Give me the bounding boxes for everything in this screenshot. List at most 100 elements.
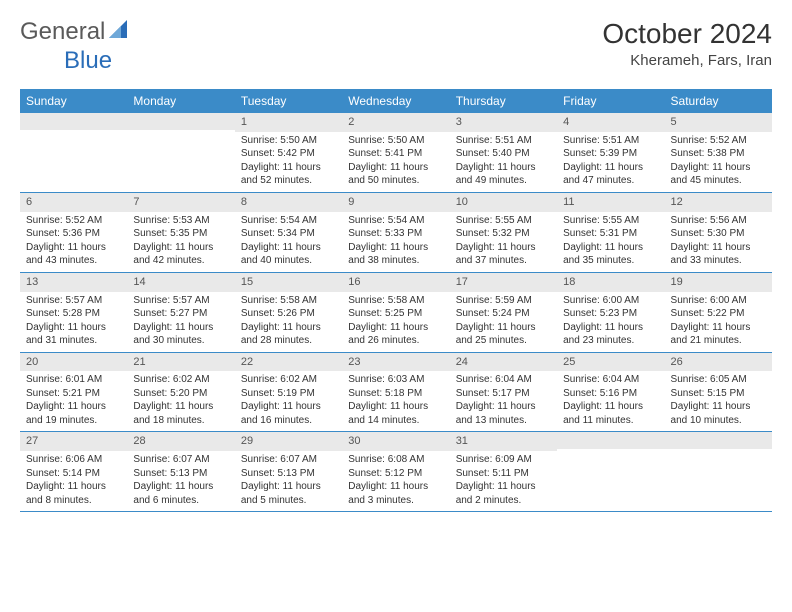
day-number: 17	[450, 273, 557, 292]
day-line: Daylight: 11 hours	[671, 161, 766, 175]
day-line: Daylight: 11 hours	[456, 480, 551, 494]
day-line: Sunrise: 6:04 AM	[563, 373, 658, 387]
day-line: and 14 minutes.	[348, 414, 443, 428]
calendar-day: 14Sunrise: 5:57 AMSunset: 5:27 PMDayligh…	[127, 273, 234, 352]
logo-text-b: Blue	[64, 47, 112, 75]
day-content: Sunrise: 5:54 AMSunset: 5:33 PMDaylight:…	[342, 212, 449, 272]
day-line: Daylight: 11 hours	[671, 321, 766, 335]
day-line: Sunset: 5:42 PM	[241, 147, 336, 161]
day-line: and 6 minutes.	[133, 494, 228, 508]
day-line: Sunrise: 6:09 AM	[456, 453, 551, 467]
day-line: Daylight: 11 hours	[133, 241, 228, 255]
day-number: 12	[665, 193, 772, 212]
day-content: Sunrise: 5:58 AMSunset: 5:25 PMDaylight:…	[342, 292, 449, 352]
day-line: Sunrise: 5:55 AM	[563, 214, 658, 228]
day-line: Daylight: 11 hours	[348, 480, 443, 494]
day-number: 3	[450, 113, 557, 132]
day-line: Daylight: 11 hours	[26, 480, 121, 494]
day-line: Sunset: 5:34 PM	[241, 227, 336, 241]
day-line: Sunset: 5:27 PM	[133, 307, 228, 321]
calendar-day: 19Sunrise: 6:00 AMSunset: 5:22 PMDayligh…	[665, 273, 772, 352]
day-line: and 16 minutes.	[241, 414, 336, 428]
day-line: Sunrise: 5:58 AM	[348, 294, 443, 308]
day-content: Sunrise: 5:55 AMSunset: 5:31 PMDaylight:…	[557, 212, 664, 272]
calendar-day: 3Sunrise: 5:51 AMSunset: 5:40 PMDaylight…	[450, 113, 557, 192]
day-line: Sunrise: 5:57 AM	[26, 294, 121, 308]
day-line: Sunset: 5:35 PM	[133, 227, 228, 241]
day-line: Sunset: 5:21 PM	[26, 387, 121, 401]
day-content: Sunrise: 5:53 AMSunset: 5:35 PMDaylight:…	[127, 212, 234, 272]
weekday-label: Saturday	[665, 89, 772, 113]
calendar-week: 13Sunrise: 5:57 AMSunset: 5:28 PMDayligh…	[20, 273, 772, 353]
day-line: and 40 minutes.	[241, 254, 336, 268]
day-number: 4	[557, 113, 664, 132]
day-number: 28	[127, 432, 234, 451]
calendar-day: 13Sunrise: 5:57 AMSunset: 5:28 PMDayligh…	[20, 273, 127, 352]
day-line: Sunset: 5:32 PM	[456, 227, 551, 241]
day-content: Sunrise: 5:59 AMSunset: 5:24 PMDaylight:…	[450, 292, 557, 352]
day-content: Sunrise: 6:07 AMSunset: 5:13 PMDaylight:…	[235, 451, 342, 511]
day-line: Sunset: 5:20 PM	[133, 387, 228, 401]
calendar-week: 20Sunrise: 6:01 AMSunset: 5:21 PMDayligh…	[20, 353, 772, 433]
day-content: Sunrise: 5:52 AMSunset: 5:38 PMDaylight:…	[665, 132, 772, 192]
day-content: Sunrise: 5:57 AMSunset: 5:28 PMDaylight:…	[20, 292, 127, 352]
day-line: Daylight: 11 hours	[241, 480, 336, 494]
day-line: Sunrise: 5:54 AM	[241, 214, 336, 228]
month-title: October 2024	[602, 18, 772, 50]
day-number: 1	[235, 113, 342, 132]
day-line: and 33 minutes.	[671, 254, 766, 268]
day-line: Daylight: 11 hours	[241, 161, 336, 175]
day-line: and 28 minutes.	[241, 334, 336, 348]
day-content: Sunrise: 5:54 AMSunset: 5:34 PMDaylight:…	[235, 212, 342, 272]
day-number: 20	[20, 353, 127, 372]
calendar-day: 21Sunrise: 6:02 AMSunset: 5:20 PMDayligh…	[127, 353, 234, 432]
day-line: Sunrise: 6:07 AM	[133, 453, 228, 467]
calendar-day: 24Sunrise: 6:04 AMSunset: 5:17 PMDayligh…	[450, 353, 557, 432]
calendar-day: 25Sunrise: 6:04 AMSunset: 5:16 PMDayligh…	[557, 353, 664, 432]
day-line: Daylight: 11 hours	[563, 161, 658, 175]
day-line: Sunrise: 5:52 AM	[671, 134, 766, 148]
day-line: Sunset: 5:28 PM	[26, 307, 121, 321]
calendar-week: 6Sunrise: 5:52 AMSunset: 5:36 PMDaylight…	[20, 193, 772, 273]
day-line: Daylight: 11 hours	[26, 241, 121, 255]
calendar-day	[665, 432, 772, 511]
day-number: 26	[665, 353, 772, 372]
day-line: Sunset: 5:13 PM	[133, 467, 228, 481]
calendar-week: 1Sunrise: 5:50 AMSunset: 5:42 PMDaylight…	[20, 113, 772, 193]
day-line: Sunset: 5:38 PM	[671, 147, 766, 161]
day-content: Sunrise: 5:50 AMSunset: 5:41 PMDaylight:…	[342, 132, 449, 192]
day-line: and 37 minutes.	[456, 254, 551, 268]
day-number: 5	[665, 113, 772, 132]
day-line: and 23 minutes.	[563, 334, 658, 348]
day-line: and 43 minutes.	[26, 254, 121, 268]
day-line: Sunrise: 5:57 AM	[133, 294, 228, 308]
day-line: Sunrise: 6:03 AM	[348, 373, 443, 387]
day-content: Sunrise: 6:00 AMSunset: 5:22 PMDaylight:…	[665, 292, 772, 352]
weekday-label: Wednesday	[342, 89, 449, 113]
day-line: Daylight: 11 hours	[348, 161, 443, 175]
day-line: Sunrise: 6:02 AM	[241, 373, 336, 387]
calendar-day: 28Sunrise: 6:07 AMSunset: 5:13 PMDayligh…	[127, 432, 234, 511]
calendar-day: 29Sunrise: 6:07 AMSunset: 5:13 PMDayligh…	[235, 432, 342, 511]
day-line: and 45 minutes.	[671, 174, 766, 188]
day-content: Sunrise: 5:57 AMSunset: 5:27 PMDaylight:…	[127, 292, 234, 352]
day-content: Sunrise: 6:08 AMSunset: 5:12 PMDaylight:…	[342, 451, 449, 511]
day-number: 31	[450, 432, 557, 451]
day-content: Sunrise: 5:50 AMSunset: 5:42 PMDaylight:…	[235, 132, 342, 192]
day-line: Sunrise: 6:01 AM	[26, 373, 121, 387]
calendar-day: 11Sunrise: 5:55 AMSunset: 5:31 PMDayligh…	[557, 193, 664, 272]
day-line: Daylight: 11 hours	[26, 400, 121, 414]
day-line: Sunrise: 6:00 AM	[563, 294, 658, 308]
day-content: Sunrise: 6:06 AMSunset: 5:14 PMDaylight:…	[20, 451, 127, 511]
day-line: Sunset: 5:40 PM	[456, 147, 551, 161]
day-line: and 19 minutes.	[26, 414, 121, 428]
day-line: Sunrise: 5:59 AM	[456, 294, 551, 308]
day-line: and 38 minutes.	[348, 254, 443, 268]
day-line: Sunset: 5:36 PM	[26, 227, 121, 241]
location-text: Kherameh, Fars, Iran	[602, 52, 772, 69]
day-line: and 5 minutes.	[241, 494, 336, 508]
day-line: Daylight: 11 hours	[563, 321, 658, 335]
calendar-day: 4Sunrise: 5:51 AMSunset: 5:39 PMDaylight…	[557, 113, 664, 192]
day-line: Sunrise: 5:56 AM	[671, 214, 766, 228]
day-line: Sunset: 5:26 PM	[241, 307, 336, 321]
